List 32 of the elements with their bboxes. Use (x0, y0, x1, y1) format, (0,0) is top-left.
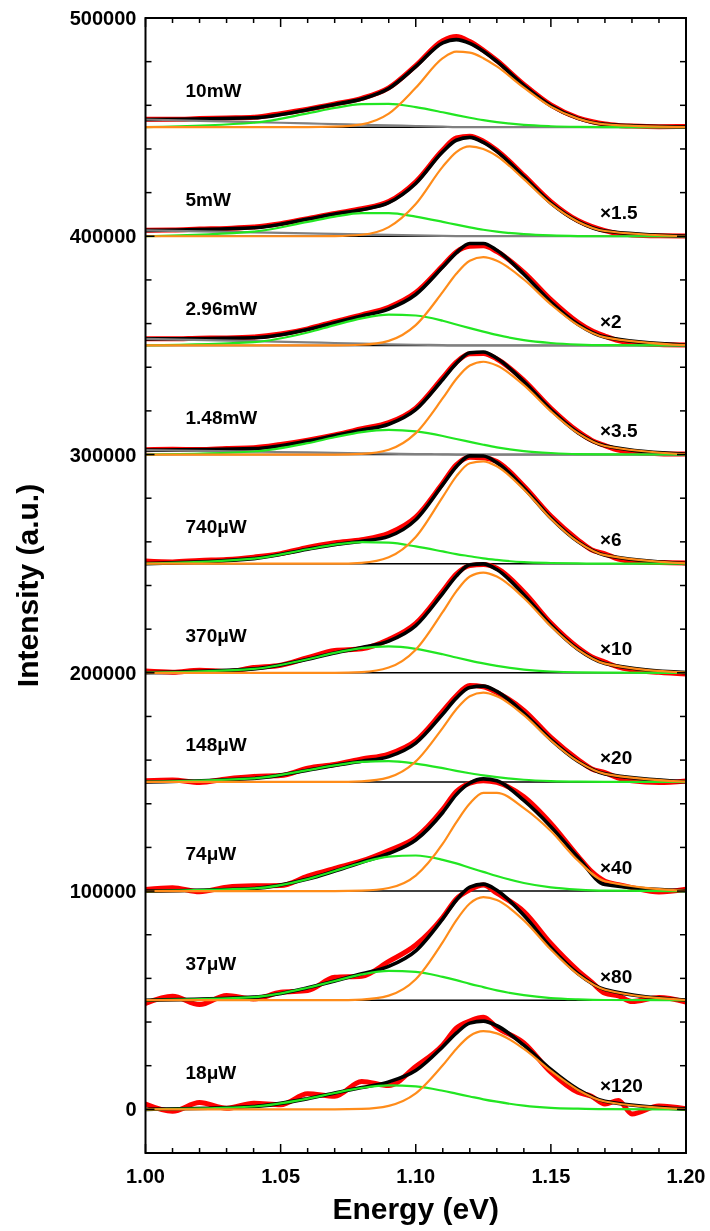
annotation: ×10 (600, 638, 633, 660)
annotation: ×40 (600, 856, 633, 878)
annotation: ×120 (600, 1074, 643, 1096)
annotation: 2.96mW (185, 297, 258, 319)
annotation: ×2 (600, 310, 622, 332)
y-tick-label: 200000 (69, 661, 137, 684)
annotation: 370μW (185, 625, 247, 647)
annotation: 740μW (185, 516, 247, 538)
annotation: 18μW (185, 1061, 237, 1083)
x-tick-label: 1.00 (126, 1165, 165, 1187)
y-tick-label: 100000 (69, 880, 137, 903)
y-tick-label: 300000 (69, 443, 137, 466)
y-axis-title: Intensity (a.u.) (11, 483, 44, 688)
annotation: 10mW (185, 79, 242, 101)
annotation: ×1.5 (600, 201, 638, 223)
y-tick-label: 0 (125, 1098, 137, 1121)
annotation: ×3.5 (600, 420, 638, 442)
annotation: 148μW (185, 734, 247, 756)
x-tick-label: 1.15 (531, 1165, 571, 1187)
y-tick-label: 400000 (69, 225, 137, 248)
annotation: 37μW (185, 952, 237, 974)
x-tick-label: 1.10 (396, 1165, 436, 1187)
y-tick-label: 500000 (69, 7, 137, 29)
annotation: ×6 (600, 529, 622, 551)
annotation: ×80 (600, 965, 633, 987)
x-axis-title: Energy (eV) (332, 1192, 500, 1225)
annotation: ×20 (600, 747, 633, 769)
x-tick-label: 1.05 (261, 1165, 301, 1187)
annotation: 5mW (185, 188, 231, 210)
annotation: 1.48mW (185, 406, 258, 428)
x-tick-label: 1.20 (666, 1165, 706, 1187)
annotation: 74μW (185, 843, 237, 865)
